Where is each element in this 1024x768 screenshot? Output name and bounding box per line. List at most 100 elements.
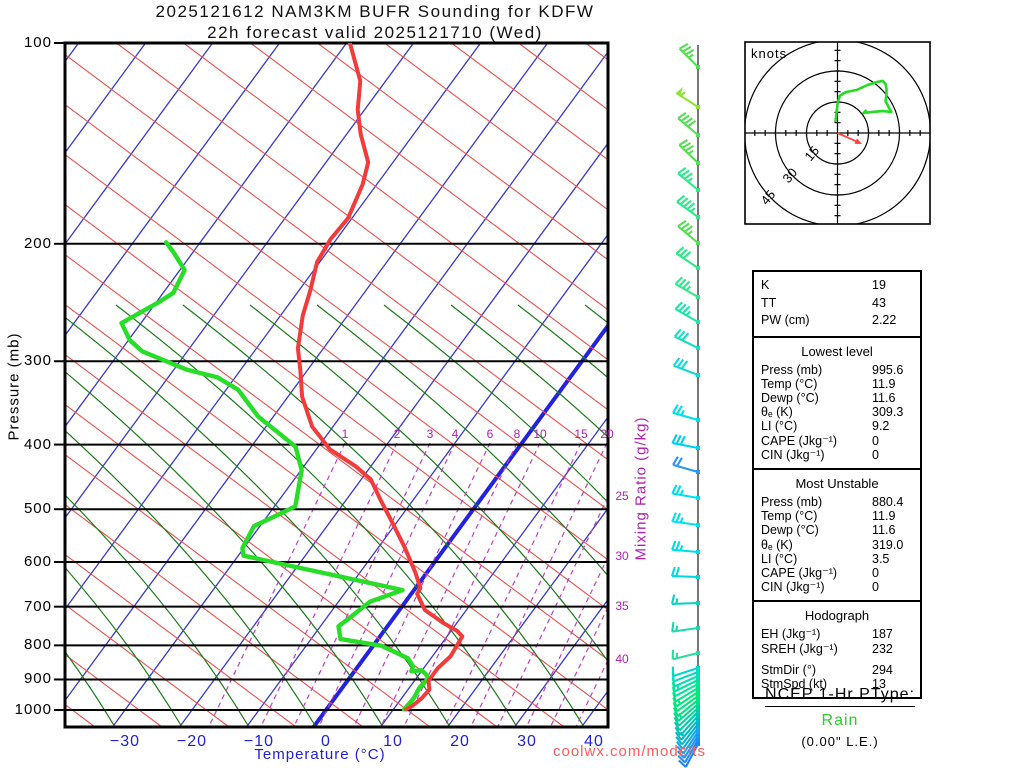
isotherm-line <box>65 43 214 246</box>
stat-value: 11.6 <box>872 523 896 538</box>
mixing-ratio-value-label: 35 <box>615 599 629 613</box>
stat-row: Dewp (°C) 11.6 <box>754 523 920 537</box>
watermark: coolwx.com/modelts <box>553 743 707 760</box>
dry-adiabat-line <box>65 503 364 727</box>
wind-barb <box>671 666 700 678</box>
wind-barb <box>672 357 700 377</box>
dry-adiabat-line <box>183 43 608 361</box>
mixing-ratio-value-label: 40 <box>615 652 629 666</box>
stat-label: StmSpd (kt) <box>761 676 827 691</box>
mixing-ratio-line <box>549 606 608 727</box>
wind-barb <box>677 219 700 245</box>
plot-frame <box>63 41 610 729</box>
isotherm-line <box>513 598 608 727</box>
isotherm-line <box>111 50 608 727</box>
stat-row: SREH (Jkg⁻¹) 232 <box>754 642 920 656</box>
dry-adiabat-line <box>317 43 608 261</box>
stat-label: TT <box>761 295 777 310</box>
wind-barb <box>674 718 700 741</box>
wind-barb <box>672 698 700 718</box>
wind-barb <box>676 734 700 759</box>
stat-row: CAPE (Jkg⁻¹) 0 <box>754 434 920 448</box>
temperature-axis-label: Temperature (°C) <box>254 746 386 763</box>
storm-motion-arrowhead <box>854 138 863 144</box>
wind-barb <box>673 706 700 727</box>
ptype-heading: NCEP 1-Hr PType: <box>765 686 915 707</box>
mixing-ratio-value-label: 2 <box>393 427 401 441</box>
mixing-ratio-value-label: 6 <box>486 427 494 441</box>
stat-label: SREH (Jkg⁻¹) <box>761 641 838 656</box>
pressure-tick-label: 100 <box>23 34 52 51</box>
dry-adiabat-line <box>250 43 608 311</box>
pressure-tick-label: 900 <box>23 670 52 688</box>
pressure-tick-label: 600 <box>23 553 52 571</box>
stat-label: StmDir (°) <box>761 662 816 677</box>
stat-row: Temp (°C) 11.9 <box>754 377 920 391</box>
stat-value: 294 <box>872 662 893 677</box>
mixing-ratio-value-label: 3 <box>426 427 434 441</box>
freezing-isotherm-line <box>311 322 608 727</box>
dry-adiabat-line <box>65 403 498 727</box>
skewt-background-grid <box>65 43 608 727</box>
isotherm-line <box>379 415 608 727</box>
stat-label: CAPE (Jkg⁻¹) <box>761 433 838 448</box>
stat-row: θₑ (K) 309.3 <box>754 405 920 419</box>
wind-barb <box>672 686 700 703</box>
wind-barb <box>676 194 700 219</box>
mixing-ratio-value-label: 8 <box>513 427 521 441</box>
isotherm-line <box>245 233 608 727</box>
stat-label: K <box>761 278 770 292</box>
mixing-ratio-value-label: 4 <box>451 427 459 441</box>
dry-adiabat-line <box>384 43 608 211</box>
stat-value: 11.9 <box>872 509 896 524</box>
wind-barb <box>671 512 700 527</box>
stat-label: CAPE (Jkg⁻¹) <box>761 565 838 580</box>
stat-value: 187 <box>872 627 893 642</box>
stat-value: 19 <box>872 278 886 292</box>
moist-adiabat-line <box>65 650 116 727</box>
temperature-tick-label: 40 <box>584 733 604 750</box>
temperature-tick-label: 10 <box>383 733 403 750</box>
wind-barb <box>677 111 700 137</box>
stat-row: LI (°C) 9.2 <box>754 419 920 433</box>
mixing-ratio-line <box>525 556 608 727</box>
wind-barb <box>674 714 700 737</box>
moist-adiabat-line <box>65 566 183 727</box>
stat-label: Temp (°C) <box>761 509 818 524</box>
stat-value: 0 <box>872 580 879 595</box>
dry-adiabat-line <box>65 453 431 727</box>
stat-row: K 19 <box>754 277 920 295</box>
stat-row: StmDir (°) 294 <box>754 663 920 677</box>
mixing-ratio-value-label: 20 <box>600 427 614 441</box>
mixing-ratio-axis-label: Mixing Ratio (g/kg) <box>632 416 650 561</box>
wind-barb <box>676 730 700 755</box>
dry-adiabat-line <box>65 153 608 561</box>
stat-row: StmSpd (kt) 13 <box>754 677 920 691</box>
mixing-ratio-value-label: 30 <box>615 549 629 563</box>
stat-value: 0 <box>872 433 879 448</box>
moist-adiabat-line <box>115 304 518 727</box>
stat-row: LI (°C) 3.5 <box>754 552 920 566</box>
temperature-tick-label: −30 <box>109 733 141 750</box>
stat-row: θₑ (K) 319.0 <box>754 538 920 552</box>
stat-label: CIN (Jkg⁻¹) <box>761 447 825 462</box>
isotherm-line <box>65 43 415 520</box>
title-line1: 2025121612 NAM3KM BUFR Sounding for KDFW <box>155 2 595 21</box>
dry-adiabat-line <box>65 203 608 611</box>
stat-row: CIN (Jkg⁻¹) 0 <box>754 448 920 462</box>
temperature-tick-label: −20 <box>176 733 208 750</box>
wind-barb <box>672 690 700 708</box>
stat-row: CAPE (Jkg⁻¹) 0 <box>754 566 920 580</box>
stat-value: 11.6 <box>872 390 896 405</box>
temperature-curve <box>295 43 465 712</box>
dry-adiabat-line <box>65 553 297 727</box>
wind-barb <box>674 301 700 324</box>
stats-section: Lowest level Press (mb) 995.6 Temp (°C) 11.9… <box>754 335 920 468</box>
stat-label: Dewp (°C) <box>761 523 819 538</box>
stat-label: Dewp (°C) <box>761 390 819 405</box>
moist-adiabat-line <box>517 304 608 379</box>
stat-value: 9.2 <box>872 419 890 434</box>
wind-barb <box>678 42 700 69</box>
isotherm-line <box>65 43 549 702</box>
